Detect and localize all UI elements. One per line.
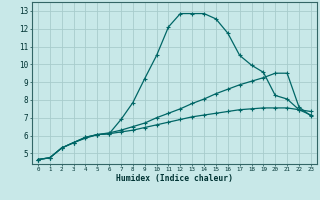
- X-axis label: Humidex (Indice chaleur): Humidex (Indice chaleur): [116, 174, 233, 183]
